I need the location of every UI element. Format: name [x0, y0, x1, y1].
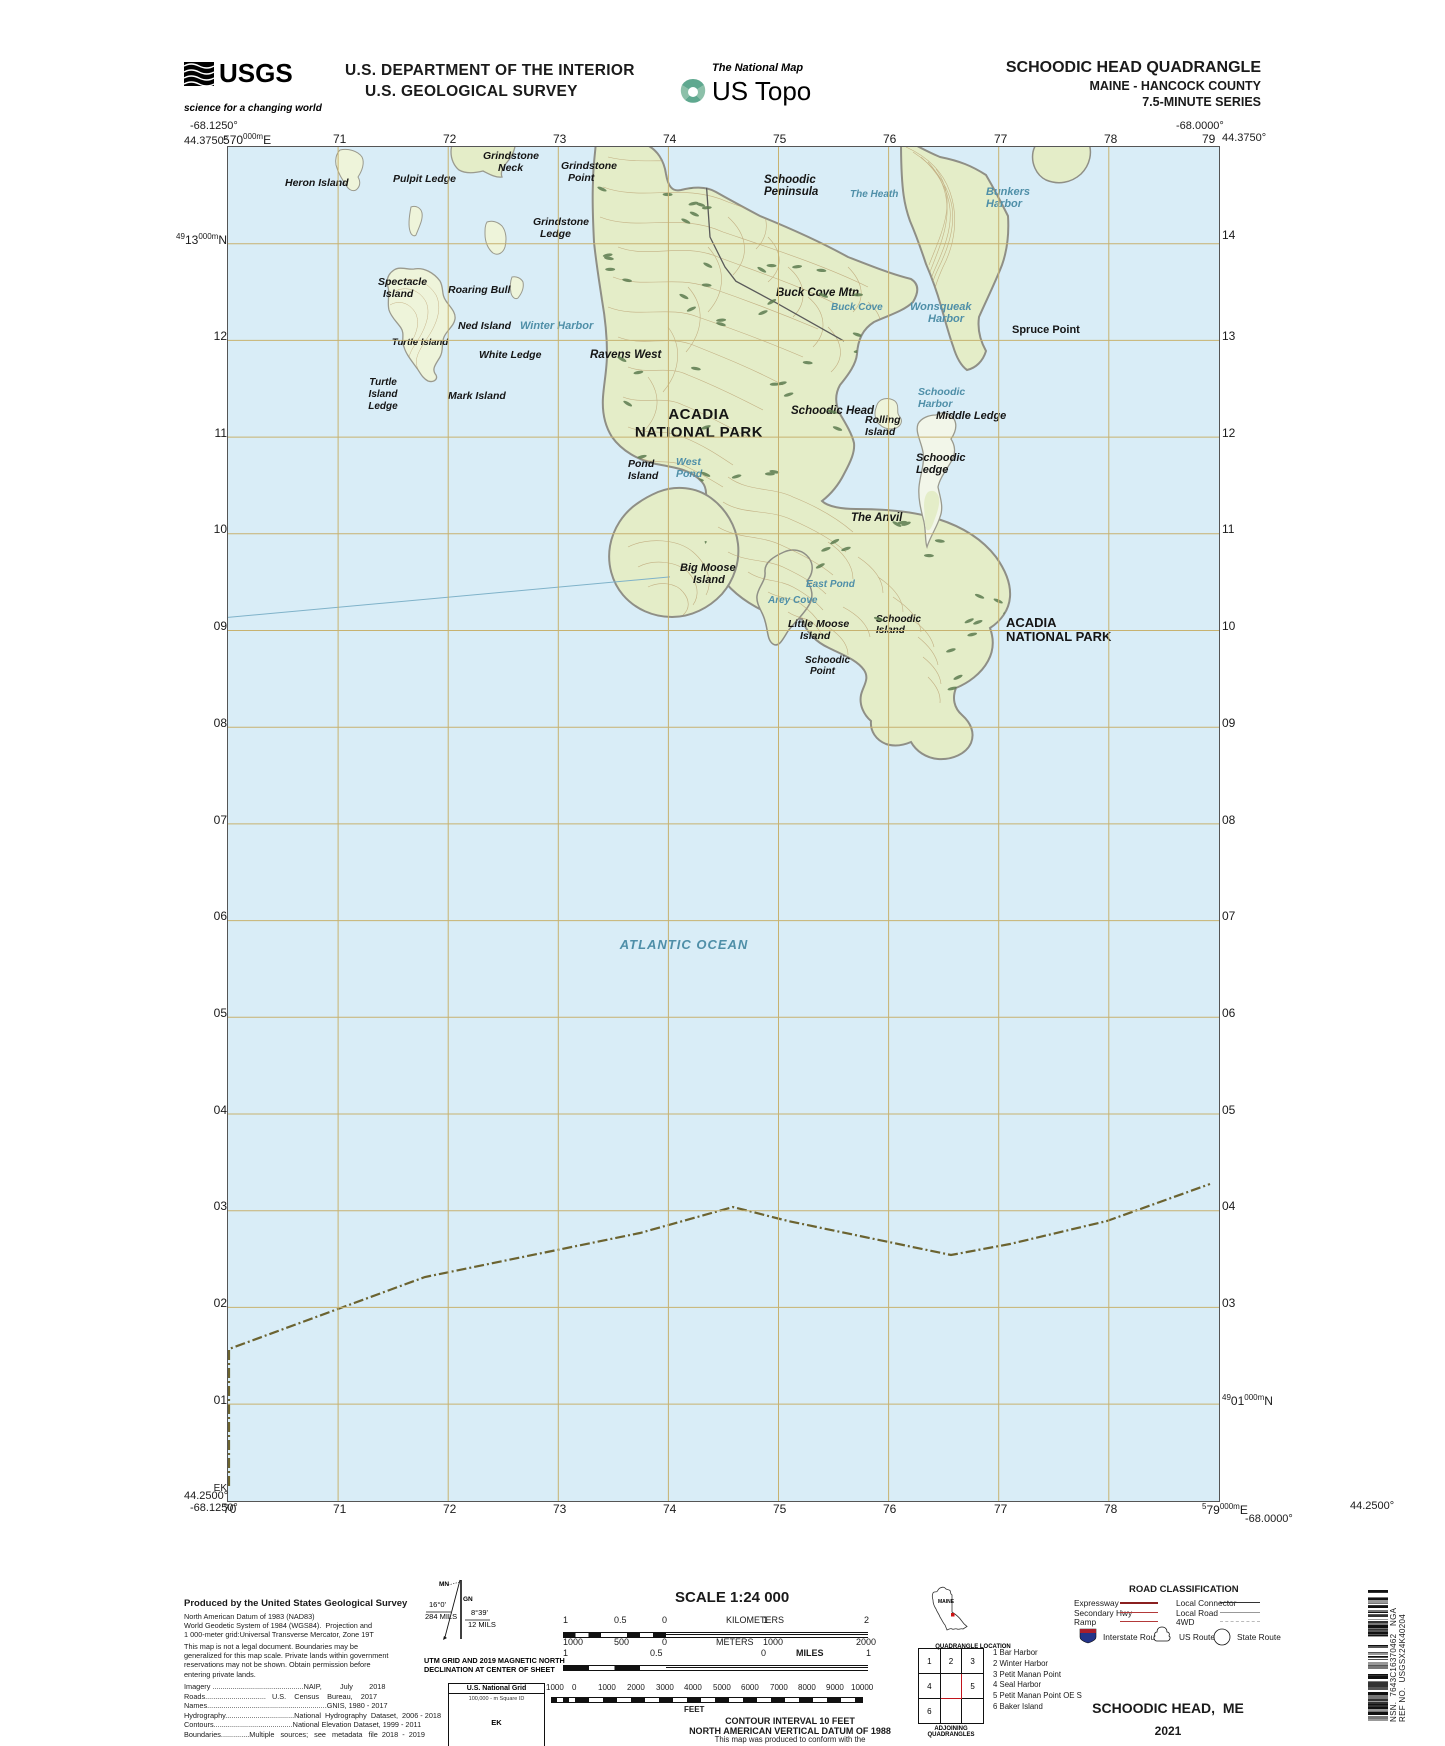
svg-text:Island: Island: [865, 426, 896, 438]
svg-text:Arey Cove: Arey Cove: [767, 595, 818, 606]
svg-text:Harbor: Harbor: [928, 313, 965, 325]
svg-text:12 MILS: 12 MILS: [468, 1620, 496, 1629]
svg-text:Island: Island: [628, 470, 659, 482]
svg-text:Ned Island: Ned Island: [458, 320, 512, 332]
svg-text:8°39': 8°39': [471, 1608, 489, 1617]
svg-text:Little Moose: Little Moose: [788, 618, 849, 630]
svg-text:Ravens West: Ravens West: [590, 349, 663, 361]
svg-text:White Ledge: White Ledge: [479, 349, 542, 361]
svg-text:NATIONAL PARK: NATIONAL PARK: [635, 424, 763, 441]
svg-text:Rolling: Rolling: [865, 414, 901, 426]
svg-text:Island: Island: [369, 389, 399, 400]
svg-text:Ledge: Ledge: [540, 228, 571, 240]
svg-text:ATLANTIC OCEAN: ATLANTIC OCEAN: [619, 937, 749, 952]
svg-text:MN: MN: [439, 1581, 449, 1588]
svg-text:Schoodic: Schoodic: [918, 386, 965, 398]
svg-text:Schoodic: Schoodic: [764, 174, 816, 186]
svg-text:ACADIA: ACADIA: [668, 406, 729, 423]
svg-text:Big Moose: Big Moose: [680, 562, 736, 574]
svg-text:Island: Island: [800, 630, 831, 642]
svg-text:284 MILS: 284 MILS: [425, 1612, 457, 1621]
svg-text:Buck Cove Mtn: Buck Cove Mtn: [776, 287, 859, 299]
svg-text:Bunkers: Bunkers: [986, 186, 1030, 198]
svg-text:Mark Island: Mark Island: [448, 390, 506, 402]
svg-text:West: West: [676, 456, 701, 468]
svg-text:ACADIA: ACADIA: [1006, 615, 1057, 630]
svg-text:GN: GN: [463, 1596, 473, 1603]
svg-text:Island: Island: [383, 288, 414, 300]
svg-text:NATIONAL PARK: NATIONAL PARK: [1006, 629, 1112, 644]
svg-text:Pulpit Ledge: Pulpit Ledge: [393, 173, 456, 185]
svg-text:Ledge: Ledge: [368, 401, 398, 412]
svg-text:Turtle Island: Turtle Island: [392, 337, 449, 348]
svg-text:Middle Ledge: Middle Ledge: [936, 410, 1006, 422]
svg-text:Harbor: Harbor: [986, 198, 1023, 210]
svg-text:Point: Point: [810, 666, 836, 677]
svg-text:Schoodic: Schoodic: [916, 452, 966, 464]
svg-text:Pond: Pond: [628, 458, 655, 470]
svg-text:MAINE: MAINE: [938, 1599, 955, 1605]
svg-text:USGS: USGS: [219, 60, 293, 88]
svg-text:Island: Island: [693, 574, 725, 586]
svg-text:Wonsqueak: Wonsqueak: [910, 301, 972, 313]
svg-text:Schoodic: Schoodic: [805, 655, 850, 666]
svg-text:Point: Point: [568, 172, 595, 184]
svg-text:Turtle: Turtle: [369, 377, 397, 388]
svg-text:East Pond: East Pond: [806, 579, 856, 590]
svg-text:Winter Harbor: Winter Harbor: [520, 320, 594, 332]
svg-text:Spruce Point: Spruce Point: [1012, 324, 1080, 336]
svg-text:Spectacle: Spectacle: [378, 276, 427, 288]
svg-text:Grindstone: Grindstone: [561, 160, 617, 172]
svg-text:Harbor: Harbor: [918, 398, 953, 410]
svg-text:Ledge: Ledge: [916, 464, 948, 476]
svg-text:Buck Cove: Buck Cove: [831, 302, 883, 313]
svg-text:Neck: Neck: [498, 162, 524, 174]
svg-text:Roaring Bull: Roaring Bull: [448, 284, 511, 296]
svg-text:Grindstone: Grindstone: [483, 150, 539, 162]
svg-text:Grindstone: Grindstone: [533, 216, 589, 228]
svg-text:16°0': 16°0': [429, 1600, 447, 1609]
svg-text:The Heath: The Heath: [850, 189, 898, 200]
svg-text:Heron Island: Heron Island: [285, 177, 349, 189]
svg-text:Peninsula: Peninsula: [764, 186, 819, 198]
svg-text:Pond: Pond: [676, 468, 703, 480]
